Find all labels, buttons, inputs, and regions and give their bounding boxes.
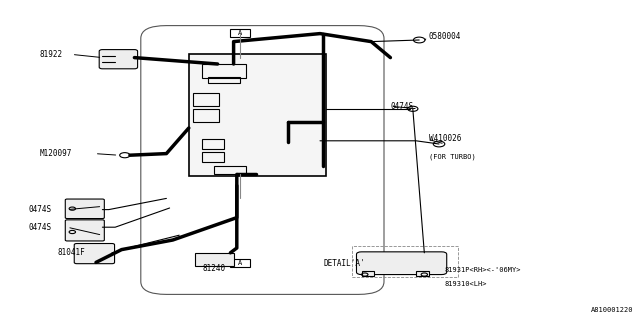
Text: 81240: 81240 <box>203 264 226 273</box>
Bar <box>362 271 374 276</box>
Text: 0474S: 0474S <box>29 223 52 232</box>
Text: W410026: W410026 <box>429 134 461 143</box>
Text: A: A <box>238 260 242 266</box>
Text: M120097: M120097 <box>40 149 72 158</box>
Bar <box>202 139 224 149</box>
Bar <box>352 246 458 277</box>
Bar <box>416 271 429 276</box>
Text: (FOR TURBO): (FOR TURBO) <box>429 154 476 160</box>
Text: 819310<LH>: 819310<LH> <box>445 281 487 287</box>
Bar <box>208 77 240 83</box>
Text: A810001220: A810001220 <box>591 308 634 313</box>
FancyBboxPatch shape <box>99 50 138 69</box>
Bar <box>202 152 224 162</box>
Text: 0474S: 0474S <box>390 102 413 111</box>
Bar <box>230 29 250 37</box>
Bar <box>202 64 246 78</box>
Text: A: A <box>238 30 242 36</box>
Text: 81041F: 81041F <box>58 248 85 257</box>
FancyBboxPatch shape <box>65 220 104 241</box>
Text: DETAIL'A': DETAIL'A' <box>323 259 365 268</box>
Bar <box>230 259 250 267</box>
Text: 81922: 81922 <box>40 50 63 59</box>
Bar <box>189 54 326 176</box>
Bar <box>193 93 219 106</box>
Bar <box>195 253 234 266</box>
Bar <box>214 166 246 174</box>
FancyBboxPatch shape <box>356 252 447 275</box>
Bar <box>193 109 219 122</box>
Text: 0474S: 0474S <box>29 205 52 214</box>
FancyBboxPatch shape <box>74 244 115 264</box>
Text: 0580004: 0580004 <box>429 32 461 41</box>
FancyBboxPatch shape <box>65 199 104 219</box>
Text: 81931P<RH><-'06MY>: 81931P<RH><-'06MY> <box>445 268 522 273</box>
